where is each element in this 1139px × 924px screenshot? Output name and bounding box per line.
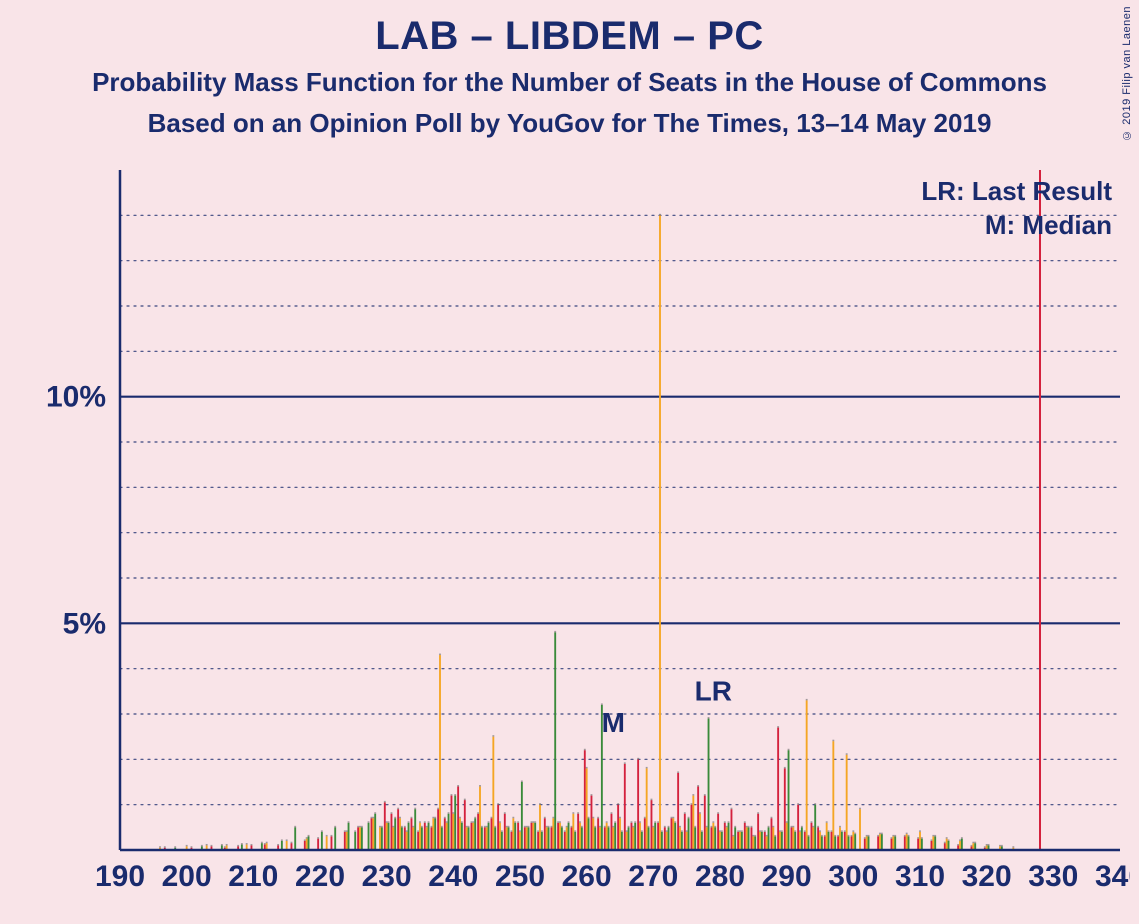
svg-text:300: 300 (828, 860, 878, 893)
chart-subtitle-1: Probability Mass Function for the Number… (0, 67, 1139, 98)
svg-text:210: 210 (228, 860, 278, 893)
svg-text:290: 290 (762, 860, 812, 893)
chart-subtitle-2: Based on an Opinion Poll by YouGov for T… (0, 108, 1139, 139)
chart-title: LAB – LIBDEM – PC (0, 14, 1139, 59)
pmf-chart: 5% 10% 190 200 210 220 230 240 250 260 270 280 290 30… (30, 160, 1130, 900)
svg-text:5%: 5% (63, 607, 106, 640)
svg-text:280: 280 (695, 860, 745, 893)
svg-text:M: M (602, 707, 625, 738)
svg-text:330: 330 (1028, 860, 1078, 893)
svg-text:190: 190 (95, 860, 145, 893)
titles-block: LAB – LIBDEM – PC Probability Mass Funct… (0, 0, 1139, 139)
svg-text:270: 270 (628, 860, 678, 893)
svg-text:200: 200 (162, 860, 212, 893)
svg-text:M: Median: M: Median (985, 210, 1112, 240)
svg-text:220: 220 (295, 860, 345, 893)
svg-text:340: 340 (1095, 860, 1130, 893)
chart-container: 5% 10% 190 200 210 220 230 240 250 260 270 280 290 30… (30, 160, 1130, 900)
svg-text:240: 240 (428, 860, 478, 893)
svg-text:230: 230 (362, 860, 412, 893)
svg-text:260: 260 (562, 860, 612, 893)
svg-text:320: 320 (962, 860, 1012, 893)
svg-text:LR: LR (695, 675, 732, 706)
svg-text:250: 250 (495, 860, 545, 893)
svg-text:310: 310 (895, 860, 945, 893)
svg-text:10%: 10% (46, 381, 106, 414)
copyright-text: © 2019 Filip van Laenen (1121, 6, 1133, 141)
svg-text:LR: Last Result: LR: Last Result (921, 176, 1112, 206)
